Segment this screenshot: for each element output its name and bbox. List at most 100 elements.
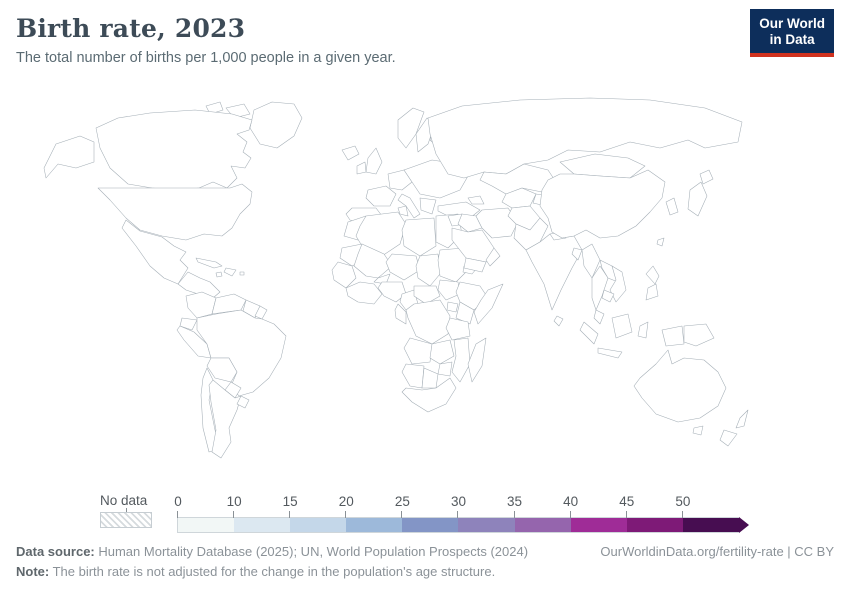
no-data-group: No data [100, 493, 152, 528]
legend-bin-35-40[interactable]: 35 [507, 494, 571, 532]
country-alaska[interactable] [43, 135, 95, 179]
region-korea[interactable] [665, 197, 679, 216]
legend-bin-40-45[interactable]: 40 [563, 494, 627, 532]
country-myanmar[interactable] [581, 243, 601, 279]
country-ireland[interactable] [356, 161, 367, 175]
country-cuba[interactable] [195, 257, 223, 269]
caribbean-islands[interactable] [215, 271, 245, 278]
country-drc[interactable] [405, 299, 451, 345]
country-uganda[interactable] [446, 301, 459, 313]
region-west-africa-coast[interactable] [345, 281, 383, 305]
region-tasmania[interactable] [692, 425, 704, 436]
country-niger[interactable] [385, 253, 421, 281]
country-japan[interactable] [687, 169, 714, 217]
country-yemen[interactable] [463, 257, 487, 273]
country-malaysia[interactable] [593, 309, 605, 325]
country-vietnam[interactable] [609, 265, 627, 303]
country-greenland[interactable] [249, 101, 303, 149]
region-west-papua[interactable] [661, 325, 685, 347]
no-data-label: No data [100, 493, 148, 508]
legend-bin-25-30[interactable]: 25 [395, 494, 459, 532]
country-mozambique[interactable] [451, 337, 471, 383]
country-laos[interactable] [599, 259, 619, 283]
footer: Data source: Human Mortality Database (2… [16, 542, 834, 582]
country-madagascar[interactable] [467, 337, 487, 383]
legend-tick-35: 35 [507, 494, 523, 509]
country-taiwan[interactable] [656, 237, 665, 247]
map-legend: No data 0 10 15 20 25 30 35 40 45 50 [100, 493, 749, 535]
country-angola[interactable] [403, 337, 433, 365]
country-zambia[interactable] [429, 339, 455, 365]
country-france[interactable] [365, 185, 397, 207]
country-chad[interactable] [415, 253, 441, 287]
region-central-europe[interactable] [387, 169, 413, 191]
legend-tick-15: 15 [282, 494, 298, 509]
country-italy[interactable] [397, 193, 421, 219]
country-iceland[interactable] [341, 145, 360, 161]
region-balkans[interactable] [419, 197, 437, 215]
country-new-zealand[interactable] [719, 409, 749, 447]
country-libya[interactable] [401, 217, 437, 257]
country-tanzania[interactable] [445, 317, 471, 341]
country-thailand[interactable] [591, 265, 609, 311]
country-zimbabwe[interactable] [437, 361, 453, 377]
country-russia[interactable] [427, 97, 743, 179]
country-uruguay[interactable] [236, 395, 250, 409]
country-china[interactable] [539, 169, 666, 239]
country-brazil[interactable] [196, 309, 287, 397]
footer-link[interactable]: OurWorldinData.org/fertility-rate | CC B… [600, 544, 834, 559]
country-bangladesh[interactable] [571, 247, 583, 261]
country-papua-new-guinea[interactable] [683, 323, 715, 347]
country-argentina[interactable] [208, 379, 242, 459]
country-south-sudan[interactable] [437, 279, 461, 301]
country-uk[interactable] [365, 147, 383, 175]
country-canada[interactable] [95, 109, 253, 191]
legend-tick-30: 30 [450, 494, 466, 509]
region-gabon-congo[interactable] [394, 303, 407, 325]
legend-bin-0-10[interactable]: 0 [174, 494, 235, 532]
country-south-africa[interactable] [401, 377, 457, 413]
country-oman[interactable] [485, 247, 501, 267]
country-central-african-republic[interactable] [413, 285, 441, 305]
country-kenya[interactable] [455, 301, 475, 325]
country-botswana[interactable] [421, 367, 439, 389]
data-source-label: Data source: [16, 544, 95, 559]
legend-colorbar: 0 10 15 20 25 30 35 40 45 50 [174, 494, 749, 533]
country-somalia[interactable] [473, 283, 504, 325]
country-peru[interactable] [176, 325, 212, 359]
no-data-swatch[interactable] [100, 512, 152, 528]
legend-bin-20-25[interactable]: 20 [339, 494, 403, 532]
country-iran[interactable] [475, 207, 519, 239]
country-sri-lanka[interactable] [553, 315, 564, 327]
country-indonesia[interactable] [579, 313, 649, 359]
page-title: Birth rate, 2023 [16, 14, 246, 43]
legend-bin-30-35[interactable]: 30 [451, 494, 515, 532]
country-philippines[interactable] [645, 265, 660, 301]
country-india[interactable] [525, 233, 583, 311]
country-usa[interactable] [97, 183, 253, 241]
owid-logo[interactable]: Our World in Data [750, 9, 834, 57]
data-source-text: Human Mortality Database (2025); UN, Wor… [94, 544, 529, 559]
country-iraq[interactable] [457, 213, 483, 233]
legend-bin-50-plus[interactable]: 50 [675, 494, 739, 532]
region-central-america[interactable] [177, 271, 221, 299]
region-caucasus[interactable] [467, 195, 485, 205]
country-cambodia[interactable] [601, 289, 615, 303]
header: Birth rate, 2023 The total number of bir… [0, 0, 850, 66]
legend-tick-0: 0 [174, 494, 182, 509]
country-mexico[interactable] [121, 219, 189, 285]
legend-tick-40: 40 [563, 494, 579, 509]
country-nigeria[interactable] [377, 281, 407, 303]
country-ecuador[interactable] [179, 317, 198, 331]
owid-logo-line2: in Data [769, 31, 815, 47]
country-australia[interactable] [633, 349, 727, 423]
legend-bin-45-50[interactable]: 45 [619, 494, 683, 532]
country-colombia[interactable] [185, 291, 217, 319]
country-hispaniola[interactable] [223, 267, 237, 277]
country-mali[interactable] [353, 243, 393, 279]
country-namibia[interactable] [401, 363, 425, 389]
legend-bin-10-15[interactable]: 10 [227, 494, 291, 532]
legend-bin-15-20[interactable]: 15 [283, 494, 347, 532]
footer-left: Data source: Human Mortality Database (2… [16, 542, 528, 582]
country-tunisia[interactable] [397, 205, 409, 217]
